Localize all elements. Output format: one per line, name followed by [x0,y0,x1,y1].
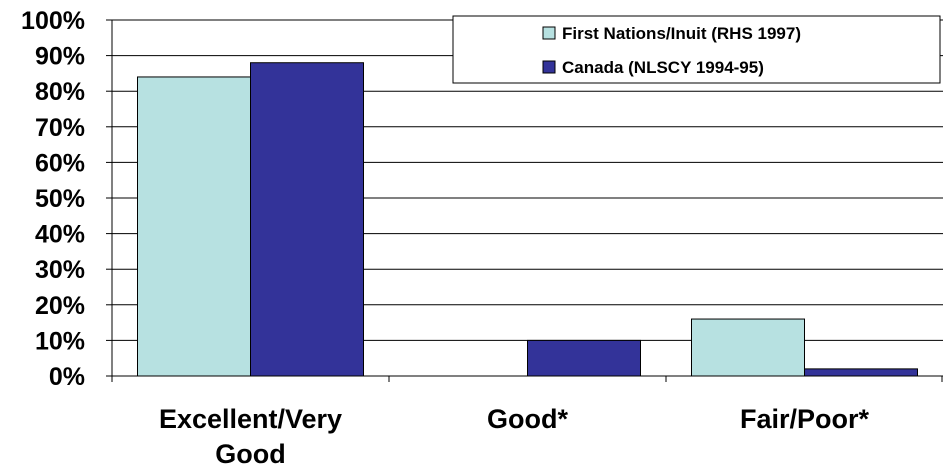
y-tick-label: 10% [35,327,85,355]
y-tick-label: 50% [35,185,85,213]
bar-first-nations-inuit-rhs-1997-excellent-very-good [137,76,251,377]
y-tick-label: 90% [35,43,85,71]
y-tick-label: 30% [35,256,85,284]
legend-box [452,15,941,84]
y-tick-label: 0% [49,363,85,391]
y-tick-label: 80% [35,78,85,106]
axes [111,20,943,382]
legend-label-first-nations: First Nations/Inuit (RHS 1997) [562,24,801,43]
legend-swatch-canada [542,60,556,74]
bar-canada-nlscy-1994-95-excellent-very-good [250,62,364,377]
y-tick-label: 60% [35,149,85,177]
x-category-label: Fair/Poor* [740,404,870,434]
legend-swatch-first-nations [542,26,556,40]
bar-canada-nlscy-1994-95-good [527,339,641,377]
y-tick-labels: 0% 10% 20% 30% 40% 50% 60% 70% 80% 90% 100% [21,7,85,391]
legend-label-canada: Canada (NLSCY 1994-95) [562,58,764,77]
bars [137,62,918,377]
x-category-label: Good* [487,404,568,434]
bar-first-nations-inuit-rhs-1997-fair-poor [691,318,805,377]
legend: First Nations/Inuit (RHS 1997) Canada (N… [452,15,941,84]
y-tick-label: 20% [35,292,85,320]
y-tick-label: 100% [21,7,85,35]
y-tick-label: 40% [35,221,85,249]
x-category-label: Excellent/Very Good [159,404,342,468]
bar-canada-nlscy-1994-95-fair-poor [804,368,918,377]
x-category-labels: Excellent/Very Good Good* Fair/Poor* [159,404,870,468]
y-tick-label: 70% [35,114,85,142]
